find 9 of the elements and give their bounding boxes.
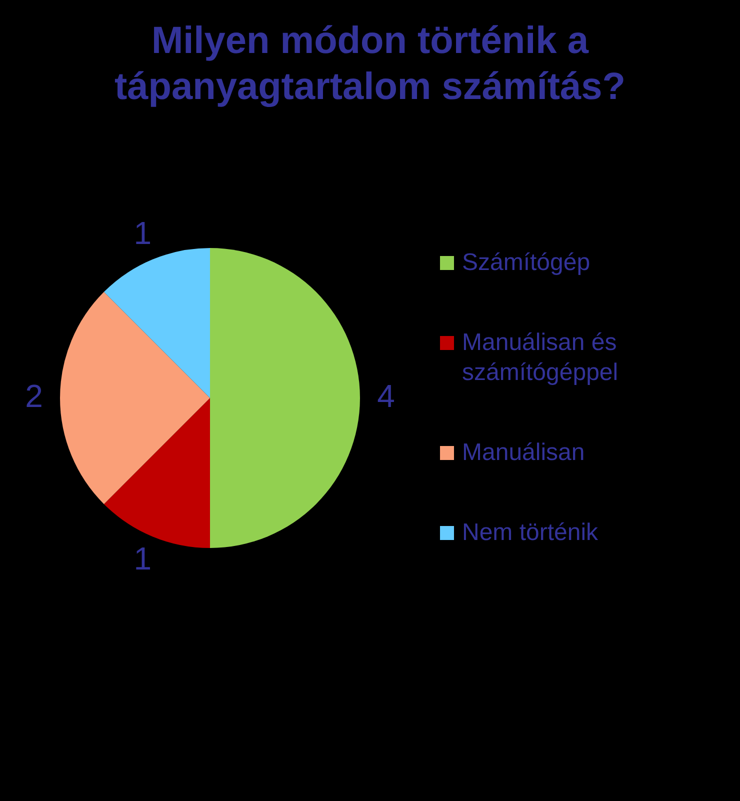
data-label: 2	[25, 378, 43, 414]
legend-label: Manuálisan és számítógéppel	[462, 328, 620, 388]
data-label: 1	[134, 540, 152, 576]
legend-label: Számítógép	[462, 248, 590, 278]
chart-title: Milyen módon történik a tápanyagtartalom számítás?	[113, 19, 627, 110]
data-label: 4	[377, 378, 395, 414]
legend-label: Nem történik	[462, 518, 598, 548]
legend-label: Manuálisan	[462, 438, 585, 468]
data-label: 1	[134, 215, 152, 252]
